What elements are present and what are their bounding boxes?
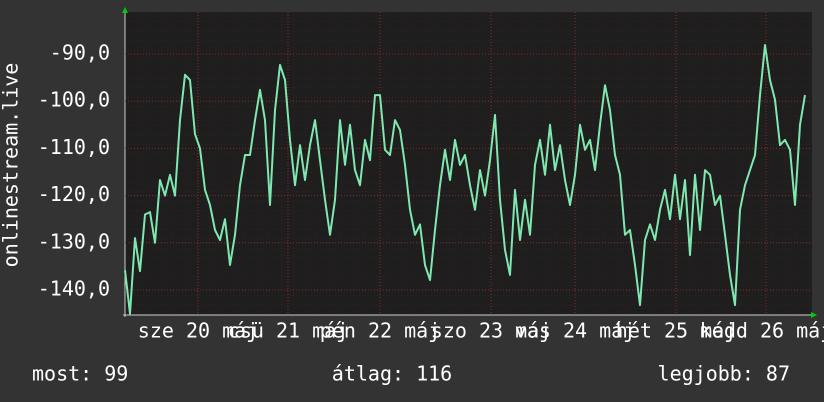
x-tick-label: vas 24 máj: [515, 319, 635, 343]
x-tick-label: sze 20 máj: [138, 319, 258, 343]
y-tick-label: -120,0: [38, 182, 110, 206]
x-tick-label: csü 21 máj: [228, 319, 348, 343]
axis-arrow: [811, 312, 817, 318]
y-axis-label: onlinestream.live: [0, 63, 23, 268]
x-tick-label: pén 22 máj: [320, 319, 440, 343]
y-tick-label: -110,0: [38, 135, 110, 159]
footer-average: átlag: 116: [332, 362, 452, 386]
x-tick-label: hét 25 máj: [616, 319, 736, 343]
y-tick-label: -140,0: [38, 276, 110, 300]
y-tick-label: -130,0: [38, 229, 110, 253]
x-tick-label: szo 23 máj: [431, 319, 551, 343]
footer-best: legjobb: 87: [658, 362, 790, 386]
x-tick-label: kedd 26 máj: [700, 319, 824, 343]
footer-current: most: 99: [32, 362, 128, 386]
y-tick-label: -100,0: [38, 88, 110, 112]
y-tick-label: -90,0: [50, 41, 110, 65]
minor-grid: [125, 12, 812, 315]
axis-arrow: [122, 7, 128, 13]
data-line: [124, 44, 806, 315]
